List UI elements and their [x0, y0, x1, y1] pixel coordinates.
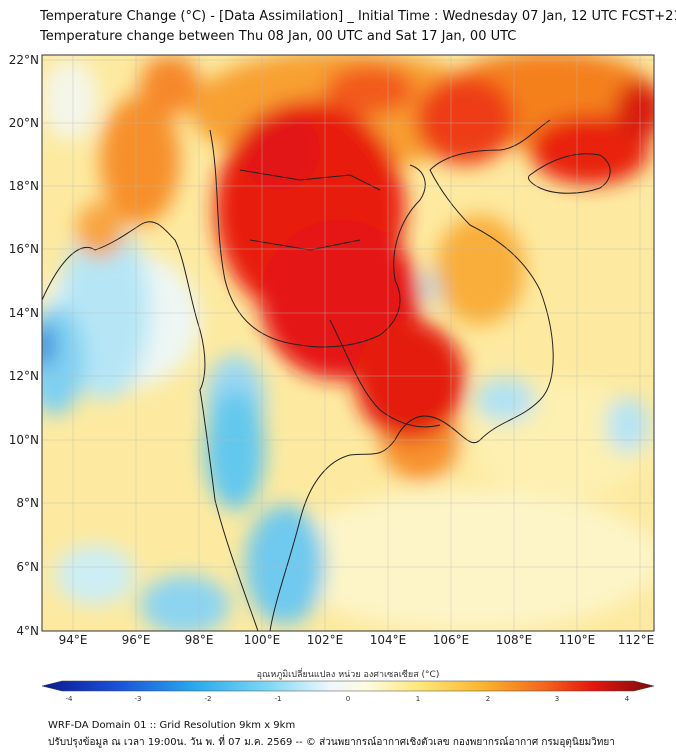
lat-tick-20: 20°N [9, 116, 39, 130]
lat-tick-16: 16°N [9, 242, 39, 256]
chart-title: Temperature Change (°C) - [Data Assimila… [40, 9, 676, 24]
temperature-map: 94°E 96°E 98°E 100°E 102°E 104°E 106°E 1… [9, 53, 655, 703]
lat-tick-22: 22°N [9, 53, 39, 67]
lat-tick-18: 18°N [9, 179, 39, 193]
lat-tick-8: 8°N [16, 496, 39, 510]
lon-tick-110: 110°E [559, 633, 596, 647]
colorbar-tick: -2 [205, 695, 212, 703]
lon-tick-102: 102°E [307, 633, 344, 647]
lon-tick-96: 96°E [122, 633, 151, 647]
lat-tick-labels: 4°N 6°N 8°N 10°N 12°N 14°N 16°N 18°N 20°… [9, 53, 39, 638]
graticule [42, 55, 654, 631]
colorbar-title: อุณหภูมิเปลี่ยนแปลง หน่วย องศาเซลเซียส (… [257, 667, 440, 680]
colorbar-tick: -1 [275, 695, 282, 703]
chart-subtitle: Temperature change between Thu 08 Jan, 0… [40, 29, 517, 44]
coastlines [42, 119, 611, 631]
plot-frame [41, 54, 655, 632]
colorbar-tick: -4 [66, 695, 74, 703]
colorbar-tick: -3 [135, 695, 142, 703]
lon-tick-94: 94°E [59, 633, 88, 647]
colorbar-tick: 0 [346, 695, 350, 703]
lat-tick-10: 10°N [9, 433, 39, 447]
lon-tick-106: 106°E [433, 633, 470, 647]
colorbar-tick: 2 [486, 695, 490, 703]
colorbar-tick: 1 [416, 695, 420, 703]
lon-tick-108: 108°E [496, 633, 533, 647]
temperature-field [42, 55, 654, 631]
lon-tick-98: 98°E [185, 633, 214, 647]
lat-tick-6: 6°N [16, 560, 39, 574]
colorbar-tick: 3 [555, 695, 559, 703]
lon-tick-104: 104°E [370, 633, 407, 647]
footer-credit: ปรับปรุงข้อมูล ณ เวลา 19:00น. วัน พ. ที่… [48, 737, 615, 748]
lat-tick-14: 14°N [9, 306, 39, 320]
lon-tick-112: 112°E [618, 633, 655, 647]
lon-tick-labels: 94°E 96°E 98°E 100°E 102°E 104°E 106°E 1… [59, 633, 655, 647]
footer-model-info: WRF-DA Domain 01 :: Grid Resolution 9km … [48, 720, 296, 731]
lat-tick-12: 12°N [9, 369, 39, 383]
colorbar [41, 680, 655, 692]
colorbar-ticks: -4 -3 -2 -1 0 1 2 3 4 [66, 695, 630, 703]
lat-tick-4: 4°N [16, 624, 39, 638]
colorbar-tick: 4 [625, 695, 630, 703]
lon-tick-100: 100°E [244, 633, 281, 647]
